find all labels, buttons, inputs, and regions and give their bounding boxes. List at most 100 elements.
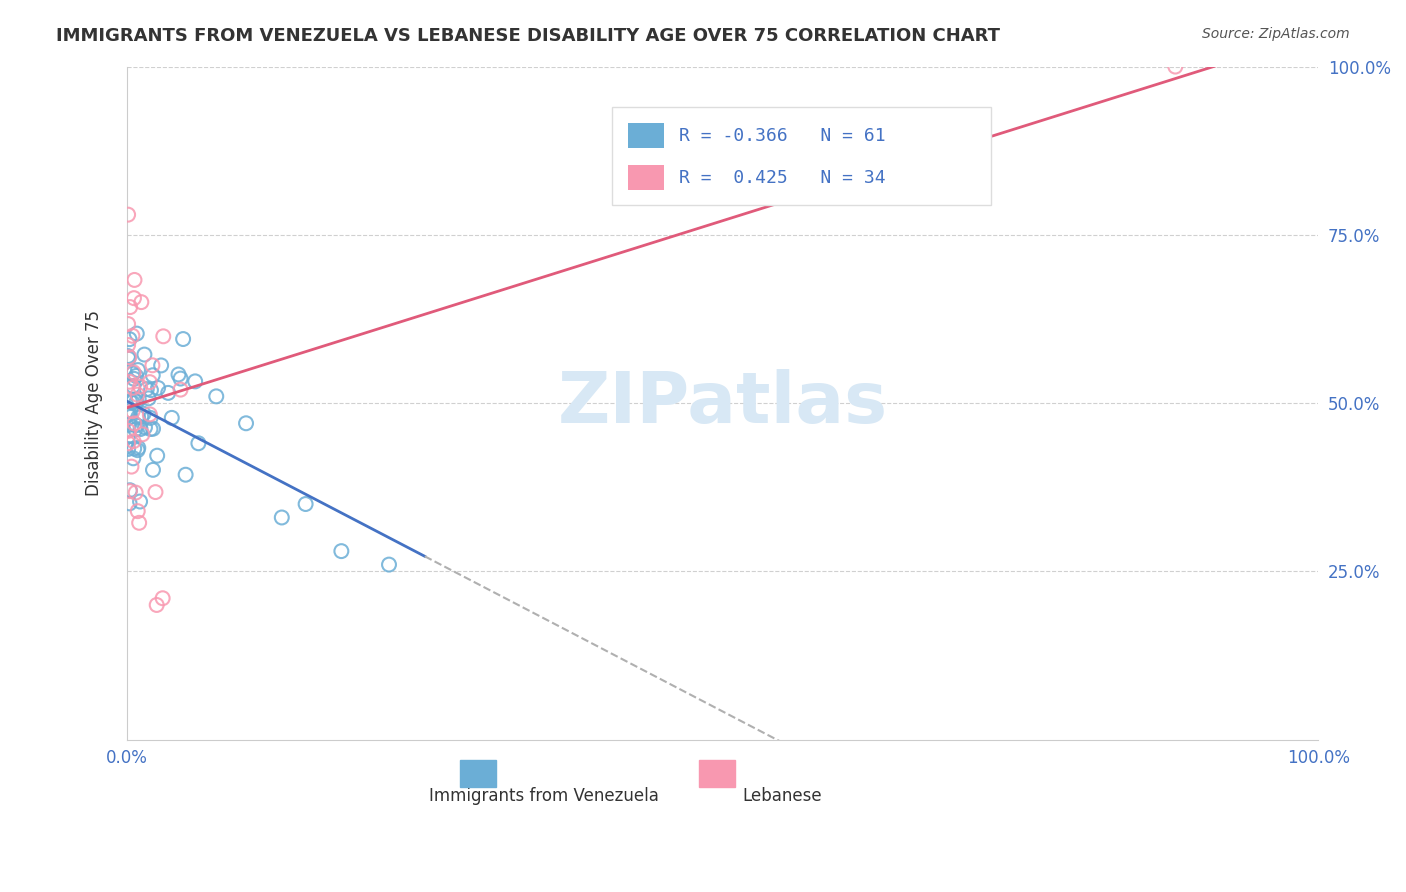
Point [122, 392, 145, 407]
Point [117, 317, 139, 331]
Point [187, 436, 209, 450]
Point [142, 422, 165, 436]
Point [117, 349, 139, 363]
Text: IMMIGRANTS FROM VENEZUELA VS LEBANESE DISABILITY AGE OVER 75 CORRELATION CHART: IMMIGRANTS FROM VENEZUELA VS LEBANESE DI… [56, 27, 1000, 45]
Point [127, 504, 149, 518]
Text: R =  0.425   N = 34: R = 0.425 N = 34 [679, 169, 886, 186]
Point [294, 497, 316, 511]
Point [125, 326, 148, 341]
Point [121, 404, 143, 418]
Point [134, 347, 156, 361]
Bar [699, 760, 734, 787]
Point [124, 417, 146, 431]
Point [127, 410, 149, 425]
Point [129, 409, 152, 424]
Point [145, 485, 167, 500]
Point [132, 407, 155, 421]
Bar [461, 760, 496, 787]
Text: Lebanese: Lebanese [742, 787, 823, 805]
Point [117, 424, 139, 438]
Point [131, 295, 153, 310]
Point [270, 510, 292, 524]
Point [128, 516, 150, 530]
Point [118, 394, 141, 409]
Text: Source: ZipAtlas.com: Source: ZipAtlas.com [1202, 27, 1350, 41]
Point [121, 395, 143, 409]
Point [117, 338, 139, 352]
Point [129, 379, 152, 393]
Point [124, 485, 146, 500]
Point [122, 367, 145, 381]
Point [118, 350, 141, 364]
Point [127, 363, 149, 377]
Point [127, 443, 149, 458]
Point [135, 382, 157, 396]
Point [124, 423, 146, 437]
Point [1164, 60, 1187, 74]
Point [117, 429, 139, 443]
Point [118, 483, 141, 498]
Point [150, 359, 173, 373]
Point [117, 442, 139, 456]
Point [184, 375, 207, 389]
Point [235, 417, 257, 431]
Point [117, 407, 139, 421]
Point [134, 420, 156, 434]
Text: Immigrants from Venezuela: Immigrants from Venezuela [429, 787, 659, 805]
Point [205, 389, 228, 403]
Point [145, 598, 167, 612]
Point [122, 442, 145, 456]
Point [142, 463, 165, 477]
Point [124, 273, 146, 287]
Point [131, 427, 153, 442]
Point [146, 449, 169, 463]
Point [160, 410, 183, 425]
Text: ZIPatlas: ZIPatlas [558, 368, 887, 438]
Point [146, 381, 169, 395]
Point [117, 403, 139, 417]
Point [169, 371, 191, 385]
Text: R = -0.366   N = 61: R = -0.366 N = 61 [679, 127, 886, 145]
Point [121, 459, 143, 474]
Point [139, 375, 162, 389]
Point [122, 379, 145, 393]
Point [117, 408, 139, 422]
Point [169, 383, 191, 397]
Point [118, 496, 141, 510]
Point [117, 436, 139, 450]
Point [125, 394, 148, 409]
Point [172, 332, 194, 346]
Point [378, 558, 401, 572]
Point [129, 494, 152, 508]
Point [122, 291, 145, 305]
Point [157, 385, 180, 400]
Point [122, 434, 145, 449]
Point [125, 418, 148, 433]
Point [121, 328, 143, 343]
Point [127, 441, 149, 455]
Point [118, 375, 141, 389]
Point [117, 351, 139, 366]
Point [125, 368, 148, 383]
Point [141, 359, 163, 373]
Point [122, 381, 145, 395]
Point [330, 544, 353, 558]
Point [120, 300, 142, 314]
Point [127, 387, 149, 401]
Point [120, 409, 142, 424]
Point [129, 422, 152, 436]
Point [122, 365, 145, 379]
Y-axis label: Disability Age Over 75: Disability Age Over 75 [86, 310, 103, 496]
Point [139, 408, 162, 422]
Point [117, 208, 139, 222]
Point [118, 332, 141, 346]
Point [174, 467, 197, 482]
Point [122, 451, 145, 466]
Point [152, 591, 174, 606]
Point [118, 417, 141, 432]
Point [152, 329, 174, 343]
Point [128, 392, 150, 407]
Point [139, 383, 162, 397]
Point [139, 411, 162, 425]
Point [118, 484, 141, 499]
